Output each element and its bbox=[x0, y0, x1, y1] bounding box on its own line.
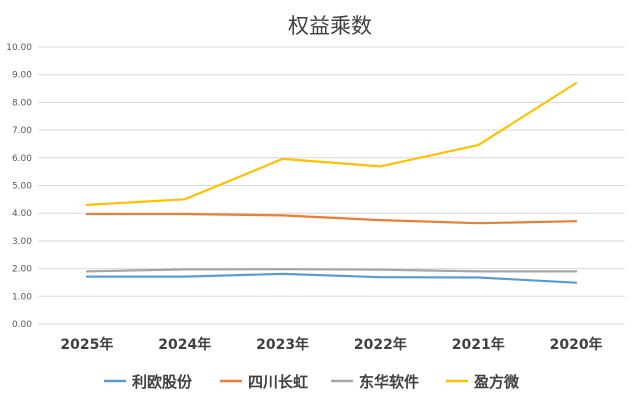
x-tick-label: 2021年 bbox=[452, 336, 505, 353]
x-tick-label: 2024年 bbox=[158, 336, 211, 353]
legend-label: 四川长虹 bbox=[248, 373, 308, 391]
series-lines bbox=[85, 81, 578, 284]
y-tick-label: 4.00 bbox=[12, 209, 32, 219]
y-axis-tick-labels: 0.00 1.00 2.00 3.00 4.00 5.00 6.00 7.00 8.00 9.00… bbox=[6, 43, 32, 330]
x-tick-label: 2020年 bbox=[550, 336, 603, 353]
x-tick-label: 2023年 bbox=[256, 336, 309, 353]
y-tick-label: 9.00 bbox=[12, 71, 32, 81]
series-line-3 bbox=[85, 81, 578, 206]
legend-label: 东华软件 bbox=[359, 373, 419, 391]
y-tick-label: 6.00 bbox=[12, 154, 32, 164]
y-tick-label: 3.00 bbox=[12, 237, 32, 247]
y-tick-label: 7.00 bbox=[12, 126, 32, 136]
legend-label: 盈方微 bbox=[473, 373, 520, 391]
series-line-2 bbox=[85, 268, 578, 273]
chart-title: 权益乘数 bbox=[288, 14, 372, 38]
x-tick-label: 2025年 bbox=[60, 336, 113, 353]
legend: 利欧股份 四川长虹 东华软件 盈方微 bbox=[104, 373, 520, 391]
y-tick-label: 0.00 bbox=[12, 320, 32, 330]
series-line-0 bbox=[85, 272, 578, 284]
x-axis-tick-labels: 2025年 2024年 2023年 2022年 2021年 2020年 bbox=[60, 336, 602, 353]
y-tick-label: 5.00 bbox=[12, 182, 32, 192]
y-tick-label: 2.00 bbox=[12, 265, 32, 275]
series-line-1 bbox=[85, 212, 578, 225]
x-tick-label: 2022年 bbox=[354, 336, 407, 353]
gridlines bbox=[38, 46, 625, 325]
y-tick-label: 10.00 bbox=[6, 43, 32, 53]
legend-label: 利欧股份 bbox=[132, 373, 193, 391]
y-tick-label: 8.00 bbox=[12, 98, 32, 108]
y-tick-label: 1.00 bbox=[12, 292, 32, 302]
